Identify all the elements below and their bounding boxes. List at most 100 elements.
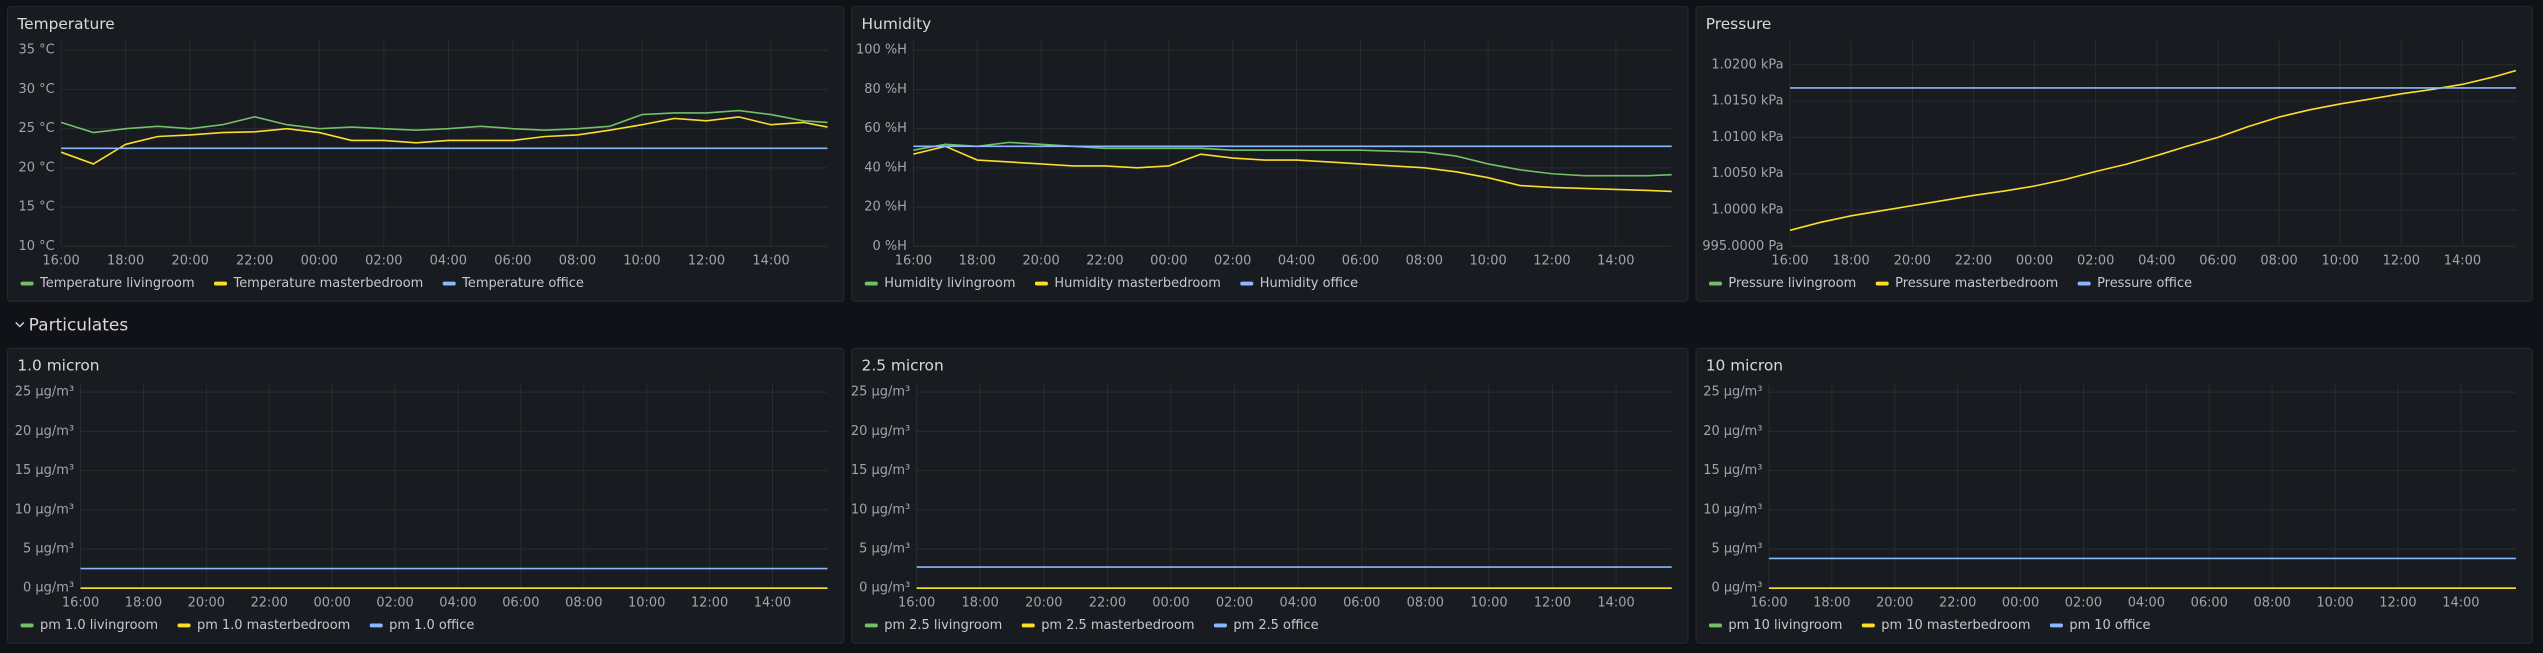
x-tick-label: 14:00 bbox=[2444, 253, 2481, 268]
legend-swatch bbox=[2049, 623, 2063, 628]
x-tick-label: 18:00 bbox=[1832, 253, 1869, 268]
legend-label: pm 2.5 office bbox=[1233, 618, 1318, 633]
y-tick-label: 80 %H bbox=[864, 82, 907, 97]
y-tick-label: 15 °C bbox=[18, 200, 54, 215]
y-tick-label: 1.0150 kPa bbox=[1711, 94, 1783, 109]
x-tick-label: 10:00 bbox=[1469, 253, 1506, 268]
x-tick-label: 00:00 bbox=[1152, 595, 1189, 610]
x-tick-label: 18:00 bbox=[959, 253, 996, 268]
y-tick-label: 25 µg/m³ bbox=[851, 385, 910, 400]
x-tick-label: 20:00 bbox=[1025, 595, 1062, 610]
x-tick-label: 10:00 bbox=[1470, 595, 1507, 610]
legend-label: Humidity office bbox=[1260, 276, 1358, 291]
x-tick-label: 16:00 bbox=[42, 253, 79, 268]
x-tick-label: 14:00 bbox=[752, 253, 789, 268]
x-tick-label: 12:00 bbox=[2383, 253, 2420, 268]
x-tick-label: 02:00 bbox=[1214, 253, 1251, 268]
x-tick-label: 14:00 bbox=[1597, 253, 1634, 268]
y-tick-label: 30 °C bbox=[18, 82, 54, 97]
x-tick-label: 16:00 bbox=[1771, 253, 1808, 268]
x-tick-label: 10:00 bbox=[2322, 253, 2359, 268]
legend-label: pm 1.0 office bbox=[389, 618, 474, 633]
x-tick-label: 04:00 bbox=[439, 595, 476, 610]
x-tick-label: 00:00 bbox=[301, 253, 338, 268]
legend-label: pm 2.5 livingroom bbox=[884, 618, 1002, 633]
legend-label: pm 1.0 livingroom bbox=[40, 618, 158, 633]
series-line bbox=[913, 141, 1672, 177]
x-tick-label: 16:00 bbox=[62, 595, 99, 610]
panel-title: Temperature bbox=[16, 15, 114, 33]
legend-label: Humidity masterbedroom bbox=[1054, 276, 1220, 291]
legend-swatch bbox=[1861, 623, 1875, 628]
x-tick-label: 08:00 bbox=[2254, 595, 2291, 610]
x-tick-label: 06:00 bbox=[494, 253, 531, 268]
legend-label: Pressure masterbedroom bbox=[1895, 276, 2058, 291]
x-tick-label: 06:00 bbox=[1342, 253, 1379, 268]
y-tick-label: 15 µg/m³ bbox=[1703, 463, 1762, 478]
y-tick-label: 20 °C bbox=[18, 160, 54, 175]
y-tick-label: 1.0000 kPa bbox=[1711, 202, 1783, 217]
x-tick-label: 22:00 bbox=[236, 253, 273, 268]
y-tick-label: 20 µg/m³ bbox=[15, 424, 74, 439]
series-line bbox=[1789, 69, 2517, 232]
x-tick-label: 06:00 bbox=[502, 595, 539, 610]
row-title[interactable]: Particulates bbox=[29, 316, 129, 336]
x-tick-label: 18:00 bbox=[962, 595, 999, 610]
x-tick-label: 18:00 bbox=[1813, 595, 1850, 610]
x-tick-label: 04:00 bbox=[2138, 253, 2175, 268]
legend-label: Temperature office bbox=[461, 276, 584, 291]
x-tick-label: 08:00 bbox=[559, 253, 596, 268]
legend-label: pm 1.0 masterbedroom bbox=[197, 618, 350, 633]
x-tick-label: 20:00 bbox=[188, 595, 225, 610]
panel-bg bbox=[1695, 5, 2533, 303]
legend-swatch bbox=[1021, 623, 1035, 628]
y-tick-label: 25 °C bbox=[18, 121, 54, 136]
x-tick-label: 14:00 bbox=[1597, 595, 1634, 610]
panel: Temperature 10 °C 15 °C 20 °C 25 °C 30 °C 35 °… bbox=[6, 5, 845, 303]
x-tick-label: 18:00 bbox=[125, 595, 162, 610]
x-tick-label: 04:00 bbox=[430, 253, 467, 268]
legend-label: Humidity livingroom bbox=[884, 276, 1015, 291]
x-tick-label: 10:00 bbox=[623, 253, 660, 268]
legend-swatch bbox=[20, 281, 34, 286]
y-tick-label: 5 µg/m³ bbox=[1711, 541, 1762, 556]
legend-swatch bbox=[1034, 281, 1048, 286]
y-tick-label: 15 µg/m³ bbox=[851, 463, 910, 478]
legend-label: pm 10 office bbox=[2069, 618, 2150, 633]
x-tick-label: 12:00 bbox=[2379, 595, 2416, 610]
y-tick-label: 0 %H bbox=[872, 239, 906, 254]
row-chevron[interactable] bbox=[15, 321, 25, 328]
x-tick-label: 12:00 bbox=[1534, 595, 1571, 610]
y-tick-label: 1.0100 kPa bbox=[1711, 130, 1783, 145]
panel-title: Humidity bbox=[862, 15, 932, 33]
x-tick-label: 12:00 bbox=[1533, 253, 1570, 268]
legend-swatch bbox=[1875, 281, 1889, 286]
legend-label: pm 2.5 masterbedroom bbox=[1041, 618, 1194, 633]
x-tick-label: 16:00 bbox=[895, 253, 932, 268]
legend-swatch bbox=[1708, 281, 1722, 286]
x-tick-label: 02:00 bbox=[376, 595, 413, 610]
y-tick-label: 15 µg/m³ bbox=[15, 463, 74, 478]
x-tick-label: 04:00 bbox=[1278, 253, 1315, 268]
panel-bg bbox=[1695, 347, 2533, 644]
legend-label: Pressure livingroom bbox=[1728, 276, 1856, 291]
legend-swatch bbox=[369, 623, 383, 628]
x-tick-label: 08:00 bbox=[2260, 253, 2297, 268]
x-tick-label: 22:00 bbox=[1089, 595, 1126, 610]
legend-swatch bbox=[20, 623, 34, 628]
y-tick-label: 35 °C bbox=[18, 43, 54, 58]
y-tick-label: 20 %H bbox=[864, 200, 907, 215]
series-line bbox=[60, 109, 828, 134]
x-tick-label: 06:00 bbox=[2191, 595, 2228, 610]
y-tick-label: 0 µg/m³ bbox=[859, 581, 910, 596]
legend-label: Pressure office bbox=[2097, 276, 2192, 291]
x-tick-label: 02:00 bbox=[2065, 595, 2102, 610]
y-tick-label: 20 µg/m³ bbox=[1703, 424, 1762, 439]
y-tick-label: 5 µg/m³ bbox=[859, 541, 910, 556]
y-tick-label: 20 µg/m³ bbox=[851, 424, 910, 439]
y-tick-label: 0 µg/m³ bbox=[1711, 581, 1762, 596]
x-tick-label: 20:00 bbox=[1022, 253, 1059, 268]
x-tick-label: 12:00 bbox=[688, 253, 725, 268]
x-tick-label: 02:00 bbox=[2077, 253, 2114, 268]
x-tick-label: 12:00 bbox=[691, 595, 728, 610]
